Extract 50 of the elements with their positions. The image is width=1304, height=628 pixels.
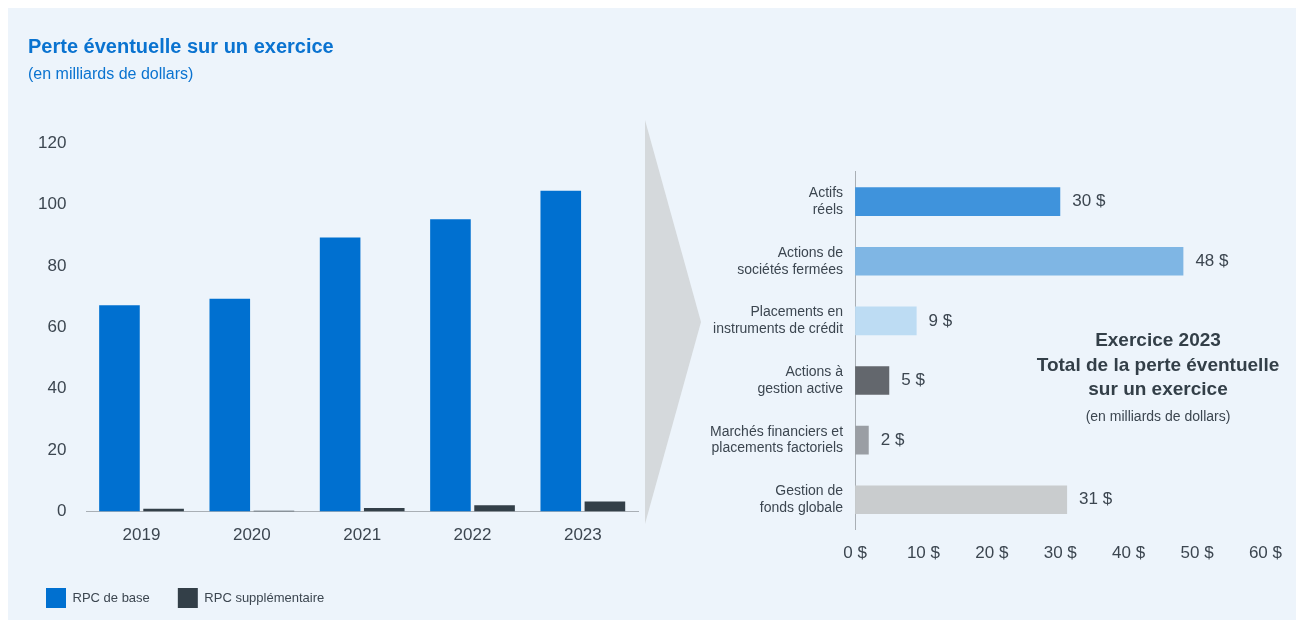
data-label: 5 $ xyxy=(901,370,926,390)
legend-label: RPC supplémentaire xyxy=(204,589,325,605)
bar xyxy=(474,505,515,512)
y-tick-label: Actifs réels xyxy=(808,184,844,217)
bar xyxy=(855,485,1068,515)
x-tick-label: 40 $ xyxy=(1112,543,1146,563)
x-tick-label: 2020 xyxy=(232,525,271,545)
bar xyxy=(855,187,1061,216)
y-tick-label: Gestion de fonds globale xyxy=(759,482,844,516)
x-tick-label: 2021 xyxy=(343,525,382,545)
bar xyxy=(319,237,361,512)
text: (en milliards de dollars) xyxy=(1084,408,1232,425)
y-tick-label: 20 xyxy=(47,439,67,459)
y-tick-label: 100 xyxy=(37,194,67,214)
data-label: 48 $ xyxy=(1195,250,1230,270)
bar xyxy=(855,246,1184,276)
bar xyxy=(430,219,471,512)
bar xyxy=(855,425,869,455)
bar xyxy=(209,298,251,512)
y-tick-label: 60 xyxy=(47,317,67,337)
x-tick-label: 0 $ xyxy=(843,543,868,563)
data-label: 9 $ xyxy=(928,310,953,330)
data-label: 2 $ xyxy=(880,429,905,449)
data-label: 31 $ xyxy=(1079,489,1113,509)
y-tick-label: 120 xyxy=(37,132,67,152)
x-tick-label: 50 $ xyxy=(1180,543,1215,563)
y-tick-label: Actions à gestion active xyxy=(757,362,844,396)
chart-title: Perte éventuelle sur un exercice xyxy=(28,34,335,59)
data-label: 30 $ xyxy=(1072,191,1106,211)
x-tick-label: 30 $ xyxy=(1043,543,1078,563)
bar xyxy=(855,366,890,395)
x-tick-label: 2023 xyxy=(563,525,602,545)
y-tick-label: Actions de sociétés fermées xyxy=(737,243,844,277)
y-tick-label: Placements en instruments de crédit xyxy=(713,303,844,337)
bar xyxy=(584,501,626,512)
chart-subtitle: (en milliards de dollars) xyxy=(28,65,195,83)
y-tick-label: 40 xyxy=(47,378,67,398)
y-tick-label: Marchés financiers et placements factoriels xyxy=(709,422,844,456)
text: Exercice 2023 Total de la perte éventuelle sur un exercice xyxy=(1035,328,1281,402)
x-tick-label: 60 $ xyxy=(1248,543,1283,563)
y-tick-label: 80 xyxy=(47,255,67,275)
bar xyxy=(99,305,140,512)
y-tick-label: 0 xyxy=(56,501,67,521)
x-tick-label: 2019 xyxy=(122,525,161,545)
bar xyxy=(855,306,917,336)
x-tick-label: 20 $ xyxy=(975,543,1009,563)
bar xyxy=(540,190,582,512)
x-tick-label: 2022 xyxy=(453,525,492,545)
legend-label: RPC de base xyxy=(72,589,150,605)
x-tick-label: 10 $ xyxy=(906,543,941,563)
